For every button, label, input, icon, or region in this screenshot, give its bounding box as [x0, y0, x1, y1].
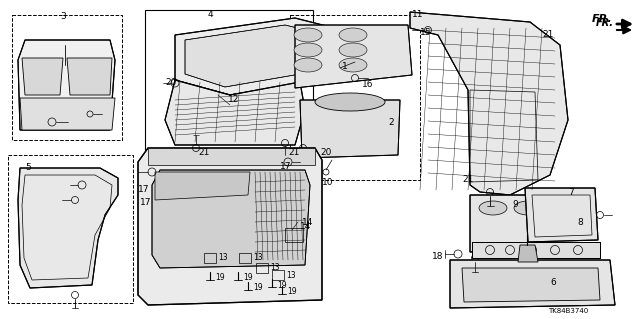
- Text: 15: 15: [420, 28, 431, 37]
- Text: 21: 21: [288, 148, 300, 157]
- Text: FR.: FR.: [592, 14, 612, 24]
- Text: 19: 19: [253, 284, 262, 293]
- Text: 19: 19: [215, 273, 225, 283]
- Text: 13: 13: [218, 254, 228, 263]
- Polygon shape: [18, 168, 118, 288]
- Text: 21: 21: [462, 175, 474, 184]
- Polygon shape: [525, 188, 598, 242]
- Polygon shape: [148, 148, 315, 165]
- Text: 17: 17: [140, 198, 152, 207]
- Polygon shape: [138, 148, 322, 305]
- Ellipse shape: [294, 28, 322, 42]
- Text: 19: 19: [287, 287, 296, 296]
- Polygon shape: [410, 12, 568, 195]
- Text: 18: 18: [432, 252, 444, 261]
- Text: 21: 21: [198, 148, 209, 157]
- Text: 3: 3: [60, 12, 66, 21]
- Ellipse shape: [294, 43, 322, 57]
- Text: 13: 13: [270, 263, 280, 272]
- Polygon shape: [152, 170, 310, 268]
- Text: FR.: FR.: [596, 18, 614, 28]
- Bar: [285, 228, 303, 242]
- Text: 8: 8: [577, 218, 583, 227]
- Polygon shape: [295, 25, 412, 88]
- Ellipse shape: [339, 28, 367, 42]
- Ellipse shape: [339, 43, 367, 57]
- Bar: [256, 263, 268, 273]
- Ellipse shape: [315, 93, 385, 111]
- Polygon shape: [462, 268, 600, 302]
- Text: 9: 9: [512, 200, 518, 209]
- Text: TK84B3740: TK84B3740: [548, 308, 588, 314]
- Polygon shape: [470, 195, 545, 252]
- Bar: [12, 15, 122, 140]
- Polygon shape: [300, 100, 400, 158]
- Bar: [204, 253, 216, 263]
- Text: 6: 6: [550, 278, 556, 287]
- Polygon shape: [450, 260, 615, 308]
- Polygon shape: [175, 18, 350, 95]
- Bar: [145, 10, 313, 175]
- Polygon shape: [472, 242, 600, 258]
- Text: 7: 7: [568, 188, 573, 197]
- Bar: [272, 270, 284, 280]
- Bar: [8, 155, 133, 303]
- Text: 19: 19: [243, 273, 253, 283]
- Polygon shape: [518, 245, 538, 262]
- Text: 5: 5: [25, 163, 31, 172]
- Polygon shape: [22, 58, 63, 95]
- Text: 13: 13: [286, 271, 296, 279]
- Text: 13: 13: [253, 254, 262, 263]
- Polygon shape: [185, 25, 335, 87]
- Text: 10: 10: [322, 178, 333, 187]
- Text: 17: 17: [138, 185, 150, 194]
- Polygon shape: [20, 98, 115, 130]
- Text: 17: 17: [280, 162, 291, 171]
- Text: 2: 2: [388, 118, 394, 127]
- Polygon shape: [18, 40, 115, 130]
- Polygon shape: [165, 80, 305, 145]
- Ellipse shape: [294, 58, 322, 72]
- Polygon shape: [67, 58, 112, 95]
- Text: 21: 21: [542, 30, 554, 39]
- Text: 12: 12: [228, 95, 239, 104]
- Text: 1: 1: [342, 62, 348, 71]
- Polygon shape: [155, 172, 250, 200]
- Text: 4: 4: [208, 10, 214, 19]
- Bar: [239, 253, 251, 263]
- Text: 20: 20: [165, 78, 177, 87]
- Text: 14: 14: [300, 222, 312, 231]
- Text: 19: 19: [277, 280, 287, 290]
- Text: 16: 16: [362, 80, 374, 89]
- Ellipse shape: [479, 201, 507, 215]
- Text: 20: 20: [320, 148, 332, 157]
- Bar: [290, 15, 420, 180]
- Ellipse shape: [514, 201, 542, 215]
- Text: 14: 14: [302, 218, 314, 227]
- Ellipse shape: [339, 58, 367, 72]
- Text: 11: 11: [412, 10, 424, 19]
